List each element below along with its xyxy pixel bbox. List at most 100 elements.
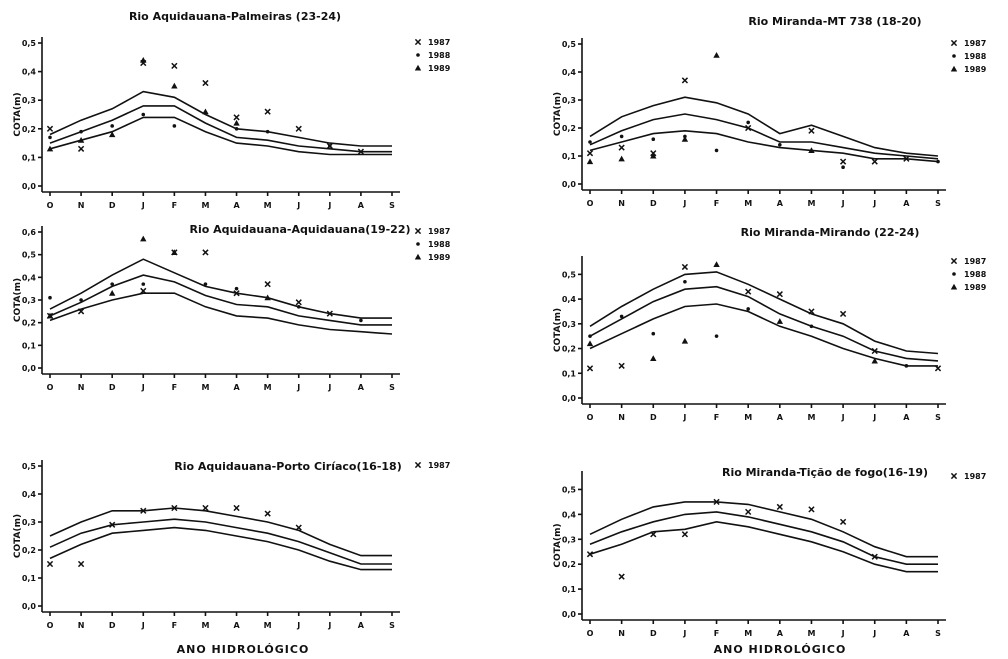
y-tick-label: 0,3 (22, 518, 36, 527)
data-point-dot (651, 137, 656, 141)
series-line-2 (589, 285, 939, 362)
x-axis-title-left: ANO HIDROLÓGICO (177, 643, 310, 656)
x-tick-label: A (233, 201, 240, 210)
data-point-x-stroke-b (295, 299, 302, 306)
x-tick-label: F (714, 629, 719, 638)
data-point-x-stroke-b (745, 124, 752, 132)
legend-marker-x-stroke-b (950, 472, 958, 480)
x-tick-label: M (201, 201, 209, 210)
series-line-2 (49, 274, 392, 326)
data-point-x (713, 498, 720, 506)
data-point-x (650, 531, 657, 538)
data-point-tri (776, 318, 784, 324)
data-point-dot (141, 112, 146, 117)
legend-label: 1988 (428, 240, 451, 249)
data-point-x (871, 553, 878, 560)
chart-panel-6: Rio Miranda-Tição de fogo(16-19)COTA(m)0… (553, 466, 986, 638)
x-tick-label: A (233, 621, 240, 630)
data-point-x (202, 504, 209, 512)
y-tick-label: 0,2 (22, 319, 36, 328)
legend-marker-dot (952, 272, 956, 276)
data-point-x-stroke-b (264, 510, 271, 517)
data-point-x-stroke-b (233, 290, 240, 297)
chart-panel-3: Rio Aquidauana-Aquidauana(19-22)COTA(m)0… (13, 223, 451, 392)
data-point-dot (651, 331, 656, 336)
legend-marker-x (950, 257, 958, 265)
x-tick-label: A (233, 383, 240, 392)
legend-marker-dot (952, 54, 956, 58)
data-point-x-stroke-b (618, 362, 625, 369)
y-tick-label: 0,4 (22, 490, 37, 499)
data-point-tri (681, 337, 689, 344)
data-point-x (681, 531, 689, 538)
series-line-2 (49, 518, 392, 565)
chart-title: Rio Miranda-Mirando (22-24) (741, 226, 920, 239)
series-line-3 (589, 129, 939, 163)
data-point-x (357, 148, 365, 155)
series-line-1 (49, 507, 392, 557)
y-axis-title: COTA(m) (13, 92, 23, 136)
data-point-dot (79, 298, 83, 302)
legend-marker-x-stroke-b (414, 38, 422, 46)
x-tick-label: M (744, 413, 752, 422)
data-point-x-stroke-b (839, 158, 847, 165)
data-point-dot (841, 165, 845, 169)
legend-label: 1987 (428, 227, 450, 236)
data-point-x (808, 506, 815, 513)
y-tick-label: 0,0 (562, 610, 577, 619)
x-tick-label: F (172, 383, 177, 392)
data-point-tri (171, 82, 178, 89)
chart-title: Rio Aquidauana-Aquidauana(19-22) (189, 223, 410, 236)
y-tick-label: 0,5 (562, 40, 577, 49)
x-tick-label: M (807, 199, 815, 208)
data-point-x (871, 158, 878, 165)
legend-marker-tri (414, 64, 422, 71)
series-line-1 (589, 271, 939, 355)
legend-label: 1989 (428, 253, 451, 262)
y-tick-label: 0,4 (562, 295, 577, 304)
data-point-tri (586, 340, 594, 347)
data-point-x (233, 290, 240, 297)
data-point-x (903, 155, 910, 162)
data-point-tri (871, 357, 878, 364)
chart-panel-2: Rio Miranda-MT 738 (18-20) COTA(m) 0,0 0,1 0… (553, 15, 987, 208)
x-tick-label: A (358, 383, 365, 392)
chart-panels: Rio Aquidauana-Palmeiras (23-24)COTA(m)0… (13, 10, 987, 638)
x-tick-label: J (141, 383, 145, 392)
data-point-dot (588, 140, 592, 144)
x-tick-label: M (264, 383, 272, 392)
data-point-x-stroke-b (586, 551, 594, 558)
data-point-dot (110, 124, 114, 128)
data-point-x (618, 144, 625, 151)
data-point-x-stroke-b (808, 506, 815, 513)
data-point-x-stroke-b (233, 504, 240, 512)
data-point-tri (808, 147, 815, 153)
data-point-x-stroke-b (776, 503, 783, 511)
x-tick-label: A (777, 629, 784, 638)
data-point-x (77, 560, 85, 568)
data-point-x-stroke-b (681, 77, 689, 84)
data-point-tri (77, 137, 85, 143)
x-tick-label: F (172, 621, 177, 630)
y-tick-label: 0,3 (562, 320, 576, 329)
x-tick-label: S (389, 383, 395, 392)
legend-marker-tri (414, 253, 422, 260)
y-tick-label: 0,3 (562, 535, 576, 544)
data-point-dot (746, 120, 750, 125)
y-tick-label: 0,5 (22, 251, 37, 260)
x-tick-label: S (935, 199, 941, 208)
x-tick-label: M (744, 629, 752, 638)
x-tick-label: N (78, 621, 85, 630)
data-point-tri (108, 290, 116, 296)
data-point-x-stroke-b (808, 308, 815, 315)
data-point-x (934, 365, 942, 372)
x-tick-label: J (327, 383, 331, 392)
data-point-x (264, 510, 271, 517)
x-tick-label: J (296, 621, 300, 630)
data-point-x (871, 347, 878, 355)
x-tick-label: N (78, 201, 85, 210)
data-point-x (618, 573, 625, 580)
data-point-x-stroke-b (586, 365, 594, 372)
x-tick-label: M (264, 201, 272, 210)
y-axis-title: COTA(m) (553, 308, 563, 352)
